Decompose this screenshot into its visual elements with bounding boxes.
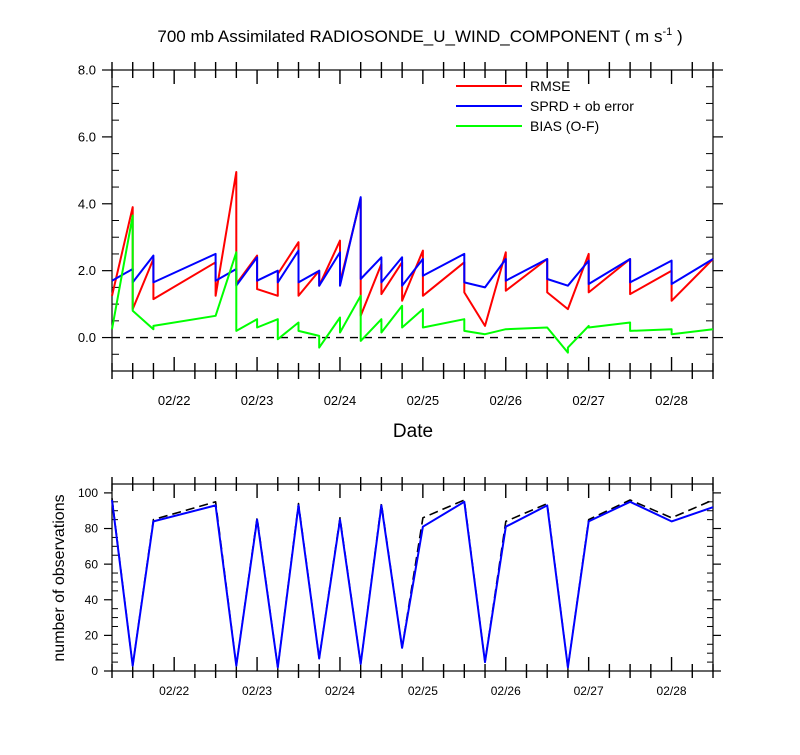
top-series-group	[111, 171, 714, 354]
bottom-axis-ticks	[104, 477, 721, 678]
x-tick-label: 02/28	[655, 393, 688, 408]
x-tick-label: 02/25	[407, 393, 440, 408]
y-tick-label: 6.0	[78, 129, 96, 144]
x-tick-label: 02/27	[572, 393, 605, 408]
top-axis-tick-labels: 02/22 02/23 02/24 02/25 02/26 02/27 02/28 0.0 2.…	[78, 63, 688, 408]
x-tick-label: 02/26	[491, 684, 521, 698]
y-tick-label: 0	[91, 664, 98, 678]
y-tick-label: 20	[85, 629, 99, 643]
y-axis-label-observations: number of observations	[51, 494, 68, 661]
bottom-series-group	[111, 498, 714, 669]
top-plot-frame	[111, 69, 714, 372]
x-tick-label: 02/28	[657, 684, 687, 698]
y-tick-label: 80	[85, 522, 99, 536]
x-tick-label: 02/22	[158, 393, 191, 408]
bottom-plot-frame	[111, 483, 714, 672]
x-tick-label: 02/24	[325, 684, 355, 698]
legend: RMSE SPRD + ob error BIAS (O-F)	[456, 78, 634, 134]
series-line-bias-o-f	[111, 214, 714, 354]
legend-label-sprd: SPRD + ob error	[530, 98, 634, 114]
x-axis-label: Date	[393, 421, 433, 442]
x-tick-label: 02/23	[242, 684, 272, 698]
x-tick-label: 02/24	[324, 393, 357, 408]
y-tick-label: 0.0	[78, 330, 96, 345]
x-tick-label: 02/25	[408, 684, 438, 698]
chart-title: 700 mb Assimilated RADIOSONDE_U_WIND_COM…	[157, 26, 682, 46]
y-tick-label: 60	[85, 557, 99, 571]
obs-line-assimilated	[111, 499, 714, 669]
legend-label-rmse: RMSE	[530, 78, 570, 94]
top-axis-ticks	[102, 62, 723, 379]
x-tick-label: 02/23	[241, 393, 274, 408]
bottom-axis-tick-labels: 02/22 02/23 02/24 02/25 02/26 02/27 02/28 0 20 40…	[78, 486, 687, 698]
bottom-plot-area: 02/22 02/23 02/24 02/25 02/26 02/27 02/28 0 20 40…	[78, 477, 721, 698]
series-line-rmse	[111, 171, 714, 327]
chart-title-end: )	[672, 27, 682, 46]
top-plot-area: 02/22 02/23 02/24 02/25 02/26 02/27 02/28 0.0 2.…	[78, 62, 723, 408]
y-tick-label: 4.0	[78, 196, 96, 211]
y-tick-label: 100	[78, 486, 98, 500]
y-tick-label: 8.0	[78, 63, 96, 78]
legend-label-bias: BIAS (O-F)	[530, 118, 599, 134]
x-tick-label: 02/22	[159, 684, 189, 698]
y-tick-label: 40	[85, 593, 99, 607]
x-tick-label: 02/27	[574, 684, 604, 698]
chart-title-superscript: -1	[662, 26, 672, 38]
y-tick-label: 2.0	[78, 263, 96, 278]
series-line-sprd-ob-error	[111, 196, 714, 289]
x-tick-label: 02/26	[489, 393, 522, 408]
